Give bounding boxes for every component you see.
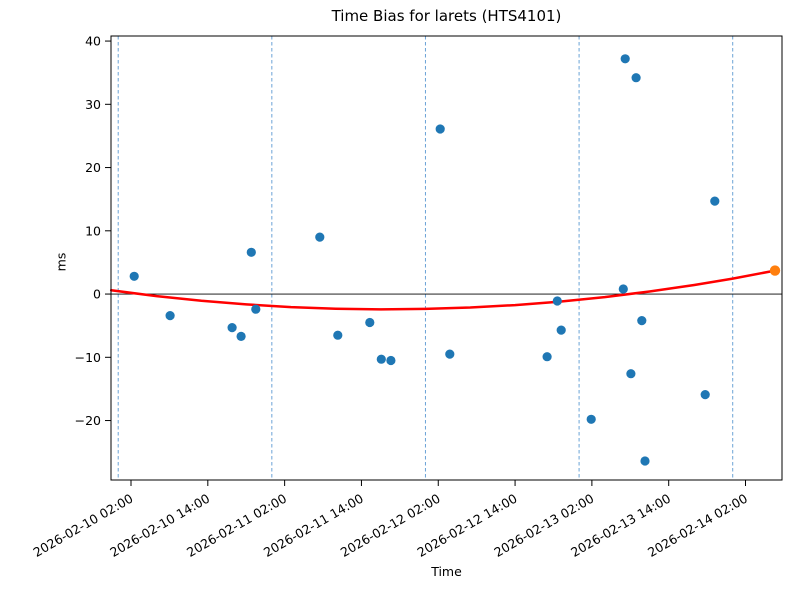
data-point (333, 330, 343, 340)
data-point (246, 247, 256, 257)
x-axis-label: Time (431, 564, 462, 579)
data-point (227, 323, 237, 333)
data-point (700, 390, 710, 400)
data-point (631, 73, 641, 83)
data-point (620, 54, 630, 64)
chart-title: Time Bias for larets (HTS4101) (331, 7, 562, 25)
predicted-point (769, 265, 781, 276)
data-point (637, 316, 647, 326)
data-point (251, 304, 261, 314)
data-point (640, 456, 650, 466)
data-point (445, 349, 455, 359)
data-point (165, 311, 175, 321)
y-tick-label: 10 (85, 223, 101, 238)
y-tick-label: 0 (93, 287, 101, 302)
data-point (376, 354, 386, 364)
data-point (552, 296, 562, 306)
data-point (315, 232, 325, 242)
trend-line (109, 269, 777, 311)
data-point (129, 271, 139, 281)
y-tick-label: 30 (85, 97, 101, 112)
data-point (586, 414, 596, 424)
y-tick-label: −10 (75, 350, 101, 365)
y-tick-label: 40 (85, 34, 101, 49)
data-point (435, 124, 445, 134)
data-point (626, 369, 636, 379)
data-point (365, 317, 375, 328)
y-tick-label: −20 (75, 413, 101, 428)
data-point (386, 355, 396, 366)
y-tick-label: 20 (85, 160, 101, 175)
data-point (236, 331, 246, 341)
data-point (710, 196, 720, 206)
data-point (556, 325, 566, 335)
plot-frame (110, 35, 783, 481)
data-point (618, 284, 628, 294)
data-point (542, 352, 552, 362)
